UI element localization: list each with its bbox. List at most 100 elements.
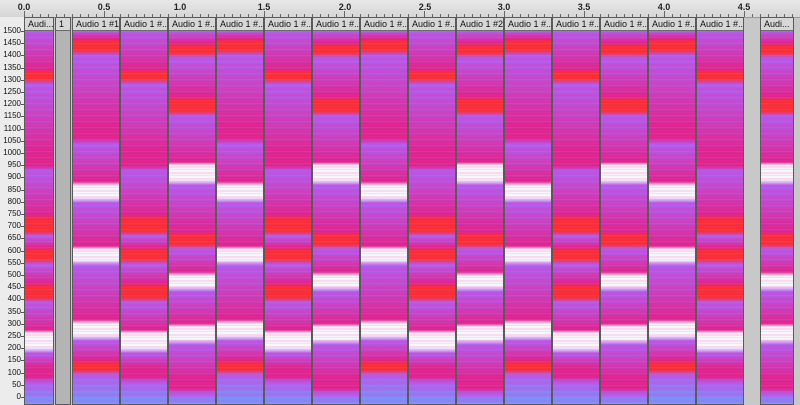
ruler-tick: [440, 14, 441, 17]
audio-clip[interactable]: Audio 1 #...: [360, 17, 408, 405]
ruler-tick: [152, 14, 153, 17]
clip-title[interactable]: Audio 1 #...: [265, 18, 311, 31]
frequency-label: 1250: [3, 87, 21, 96]
clip-title[interactable]: Audio 1 #...: [217, 18, 263, 31]
clip-title[interactable]: Audio 1 #1: [73, 18, 119, 31]
frequency-tick: [21, 31, 24, 32]
spectrogram-body: [409, 31, 455, 404]
clip-title[interactable]: Audio 1 #...: [505, 18, 551, 31]
audio-clip[interactable]: Audio 1 #...: [408, 17, 456, 405]
frequency-scale[interactable]: 1500 1450 1400 1350 1300 1250 1200 1150 1100 1050…: [0, 17, 25, 405]
clip-title[interactable]: Audio 1 #...: [313, 18, 359, 31]
ruler-tick: [608, 14, 609, 17]
clip-title[interactable]: Audio 1 #...: [601, 18, 647, 31]
frequency-label: 100: [7, 367, 21, 377]
ruler-label: 0.5: [97, 2, 111, 12]
spectrogram-body: [121, 31, 167, 404]
frequency-tick: [21, 128, 24, 130]
clip-title[interactable]: Audio 1 #...: [409, 18, 455, 31]
ruler-tick: [768, 14, 769, 17]
ruler-tick: [488, 14, 489, 17]
frequency-tick: [21, 397, 24, 398]
frequency-tick: [21, 116, 24, 118]
frequency-tick: [21, 323, 24, 325]
frequency-tick: [21, 275, 24, 276]
audio-clip[interactable]: Audio 1 #1: [72, 17, 120, 405]
frequency-label: 400: [7, 294, 21, 304]
frequency-label: 1000: [3, 148, 21, 157]
ruler-tick: [200, 14, 201, 17]
audio-clip[interactable]: 1: [55, 17, 71, 405]
frequency-label: 600: [7, 245, 21, 255]
frequency-label: 0: [16, 392, 21, 401]
ruler-tick: [416, 14, 417, 17]
audio-clip[interactable]: Audio 1 #...: [504, 17, 552, 405]
spectrogram-body: [457, 31, 503, 404]
ruler-tick: [304, 14, 305, 17]
frequency-label: 1200: [3, 99, 21, 109]
ruler-tick: [216, 14, 217, 17]
ruler-tick: [168, 14, 169, 17]
clip-title[interactable]: Audio 1 #...: [697, 18, 743, 31]
ruler-tick: [336, 14, 337, 17]
frequency-label: 150: [7, 355, 21, 365]
frequency-tick: [21, 372, 24, 374]
clip-title[interactable]: Audio 1 #...: [649, 18, 695, 31]
frequency-label: 500: [7, 270, 21, 279]
ruler-tick: [328, 14, 329, 17]
audio-clip[interactable]: Audio 1 #...: [552, 17, 600, 405]
audio-clip[interactable]: Audio 1 #2: [456, 17, 504, 405]
ruler-tick: [400, 14, 401, 17]
frequency-tick: [21, 226, 24, 228]
ruler-tick: [272, 14, 273, 17]
ruler-tick: [312, 14, 313, 17]
frequency-tick: [21, 92, 24, 93]
spectrogram-body: [313, 31, 359, 404]
audio-clip[interactable]: Audio 1 #...: [120, 17, 168, 405]
frequency-label: 1400: [3, 50, 21, 60]
clip-title[interactable]: Audio 1 #...: [169, 18, 215, 31]
audio-clip[interactable]: Audio 1 #...: [312, 17, 360, 405]
ruler-tick: [744, 11, 745, 17]
audio-clip[interactable]: Audi...: [760, 17, 794, 405]
audio-clip[interactable]: Audio 1 #...: [600, 17, 648, 405]
audio-clip[interactable]: Audio 1 #...: [264, 17, 312, 405]
ruler-label: 2.0: [338, 2, 352, 12]
frequency-label: 300: [7, 318, 21, 328]
ruler-tick: [552, 14, 553, 17]
timeline-ruler[interactable]: 0.0 0.5 1.0 1.5 2.0 2.5 3.0 3.5 4.0 4.5: [0, 0, 800, 18]
audio-clip[interactable]: Audio 1 #...: [216, 17, 264, 405]
frequency-tick: [21, 43, 24, 45]
ruler-tick: [512, 14, 513, 17]
audio-clip[interactable]: Audio 1 #...: [168, 17, 216, 405]
clip-title[interactable]: Audio 1 #...: [553, 18, 599, 31]
clip-title[interactable]: Audio 1 #...: [361, 18, 407, 31]
audio-clip[interactable]: Audi...: [24, 17, 54, 405]
clip-title[interactable]: Audio 1 #2: [457, 18, 503, 31]
audio-clip[interactable]: Audio 1 #...: [696, 17, 744, 405]
ruler-tick: [280, 14, 281, 17]
spectrogram-body: [553, 31, 599, 404]
ruler-tick: [640, 14, 641, 17]
frequency-label: 350: [7, 306, 21, 316]
ruler-label: 4.0: [657, 2, 671, 12]
spectrogram-body: [505, 31, 551, 404]
clip-title[interactable]: Audio 1 #...: [121, 18, 167, 31]
frequency-label: 650: [7, 233, 21, 243]
frequency-label: 950: [7, 160, 21, 170]
ruler-tick: [40, 14, 41, 17]
ruler-tick: [112, 14, 113, 17]
ruler-tick: [96, 14, 97, 17]
ruler-tick: [248, 14, 249, 17]
ruler-tick: [104, 11, 105, 17]
clip-title[interactable]: 1: [56, 18, 70, 31]
frequency-tick: [21, 250, 24, 252]
audio-clip[interactable]: Audio 1 #...: [648, 17, 696, 405]
ruler-tick: [480, 14, 481, 17]
clip-title[interactable]: Audi...: [761, 18, 793, 31]
ruler-tick: [760, 14, 761, 17]
ruler-label: 4.5: [737, 2, 751, 12]
ruler-tick: [680, 14, 681, 17]
clip-title[interactable]: Audi...: [25, 18, 53, 31]
